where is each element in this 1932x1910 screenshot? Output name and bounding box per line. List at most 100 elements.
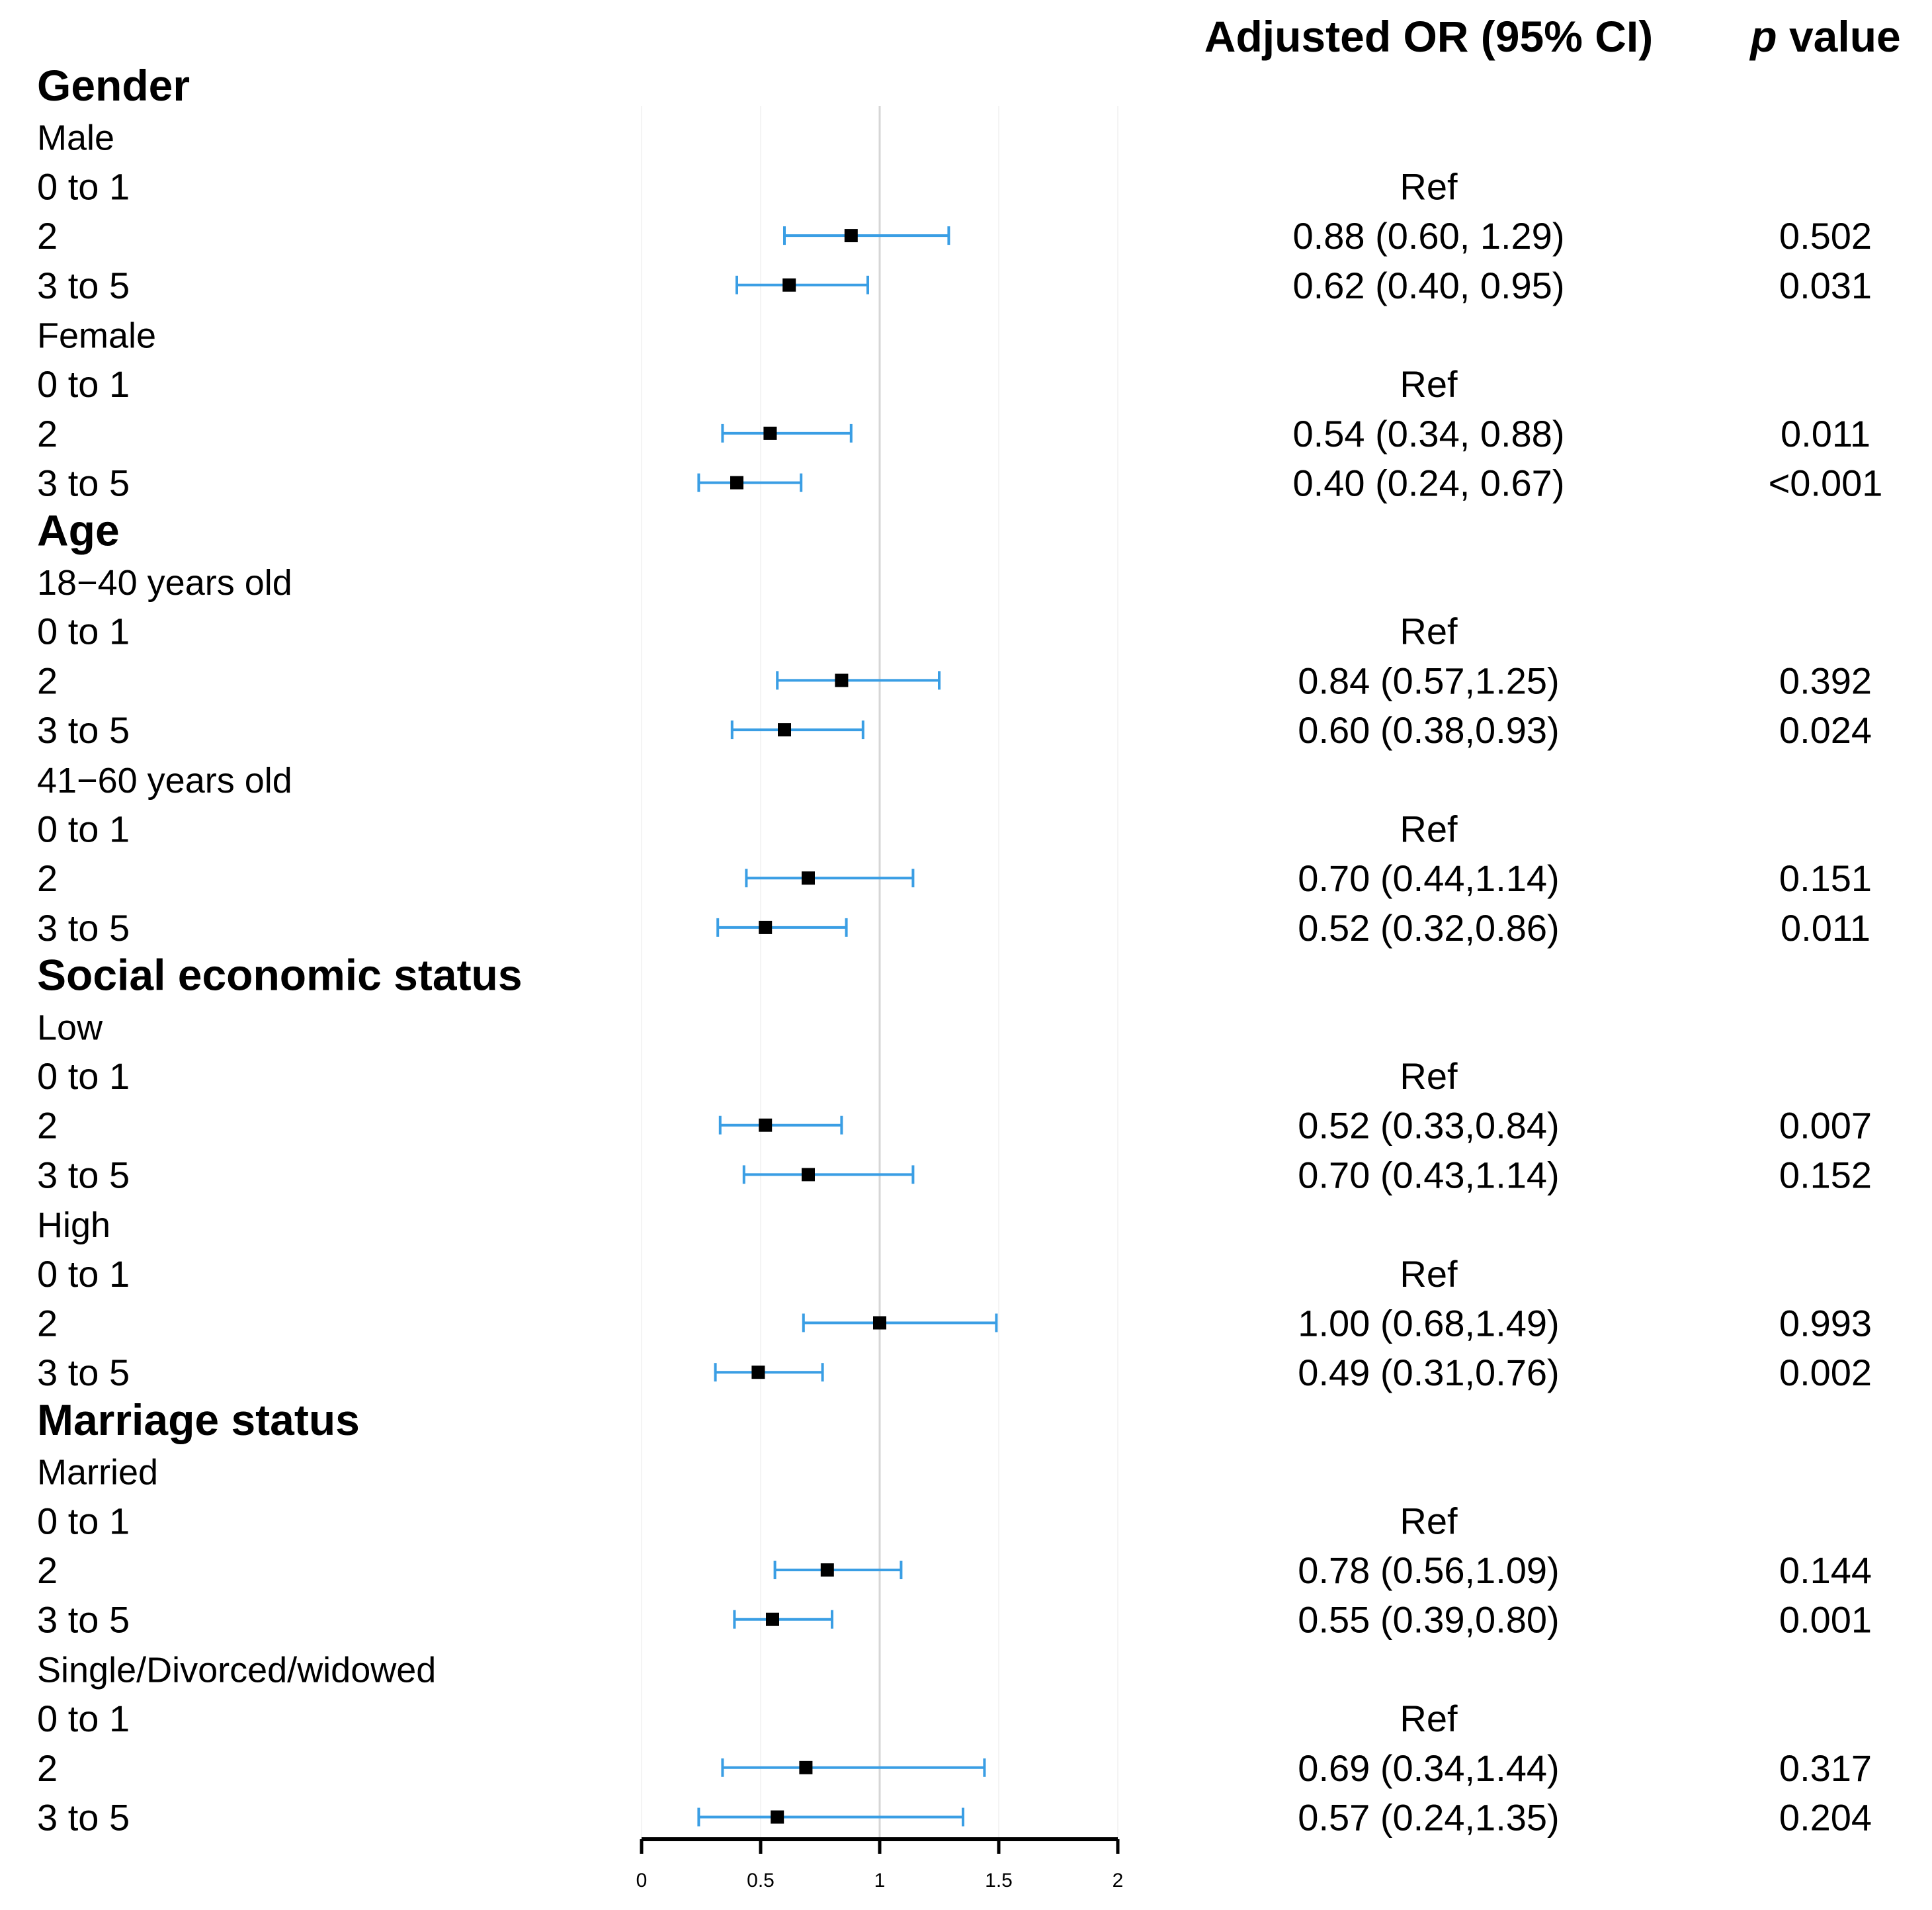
subgroup-label: Married [37, 1453, 158, 1493]
or-point [820, 1563, 834, 1577]
x-tick-label: 0 [636, 1870, 648, 1891]
ci-mark [721, 423, 853, 443]
level-label: 2 [37, 1747, 58, 1789]
or-point [802, 1168, 815, 1182]
subgroup-label: Male [37, 118, 114, 158]
ci-mark [718, 1115, 843, 1135]
p-value-text: <0.001 [1769, 462, 1883, 504]
level-label: 0 to 1 [37, 1055, 130, 1097]
or-point [751, 1366, 765, 1379]
or-ci-text: 0.84 (0.57,1.25) [1298, 660, 1559, 701]
rows-layer: Gender Male 0 to 1 Ref 2 0.88 (0.60, 1.29) 0.5… [37, 61, 1882, 1839]
p-value-text: 0.502 [1779, 215, 1872, 257]
ci-mark [783, 226, 950, 245]
or-ci-text: Ref [1400, 1253, 1458, 1295]
ci-mark [697, 473, 803, 492]
or-ci-text: 0.52 (0.33,0.84) [1298, 1105, 1559, 1147]
ci-mark [697, 1807, 964, 1827]
or-point [782, 278, 796, 292]
or-ci-text: 0.70 (0.44,1.14) [1298, 857, 1559, 899]
or-point [759, 1118, 773, 1132]
or-ci-text: 0.57 (0.24,1.35) [1298, 1797, 1559, 1839]
p-value-text: 0.144 [1779, 1549, 1872, 1591]
or-ci-text: Ref [1400, 363, 1458, 405]
subgroup-label: Low [37, 1008, 103, 1047]
ci-mark [745, 869, 915, 888]
subgroup-label: 18−40 years old [37, 563, 292, 603]
or-point [799, 1760, 813, 1774]
p-value-text: 0.151 [1779, 857, 1872, 899]
level-label: 2 [37, 857, 58, 899]
p-value-text: 0.204 [1779, 1797, 1872, 1839]
or-ci-text: 0.54 (0.34, 0.88) [1293, 413, 1565, 455]
p-value-text: 0.993 [1779, 1303, 1872, 1344]
x-tick-label: 1 [874, 1870, 886, 1891]
p-value-text: 0.152 [1779, 1154, 1872, 1195]
level-label: 0 to 1 [37, 611, 130, 652]
level-label: 0 to 1 [37, 363, 130, 405]
level-label: 3 to 5 [37, 462, 130, 504]
or-ci-text: 0.60 (0.38,0.93) [1298, 709, 1559, 751]
level-label: 2 [37, 1303, 58, 1344]
ci-mark [773, 1561, 903, 1579]
subgroup-label: High [37, 1205, 110, 1245]
p-value-text: 0.024 [1779, 709, 1872, 751]
p-value-text: 0.031 [1779, 265, 1872, 306]
p-value-text: 0.011 [1781, 413, 1870, 455]
or-ci-text: 1.00 (0.68,1.49) [1298, 1303, 1559, 1344]
or-point [730, 476, 743, 490]
or-ci-text: Ref [1400, 1500, 1458, 1541]
x-axis: 0 0.5 1 1.5 2 [636, 1837, 1123, 1891]
or-point [766, 1612, 779, 1626]
level-label: 2 [37, 215, 58, 257]
group-label: Social economic status [37, 951, 523, 1000]
subgroup-label: Single/Divorced/widowed [37, 1650, 436, 1690]
group-label: Gender [37, 61, 190, 110]
x-tick-label: 0.5 [747, 1870, 775, 1891]
ci-mark [742, 1165, 915, 1184]
or-ci-text: Ref [1400, 611, 1458, 652]
or-ci-text: 0.69 (0.34,1.44) [1298, 1747, 1559, 1789]
subgroup-label: 41−60 years old [37, 761, 292, 801]
or-ci-text: 0.62 (0.40, 0.95) [1293, 265, 1565, 306]
p-value-text: 0.002 [1779, 1352, 1872, 1393]
or-ci-text: Ref [1400, 1055, 1458, 1097]
level-label: 0 to 1 [37, 1500, 130, 1541]
level-label: 3 to 5 [37, 1599, 130, 1641]
or-ci-text: Ref [1400, 165, 1458, 207]
or-column-header: Adjusted OR (95% CI) [1204, 12, 1653, 61]
x-tick-label: 1.5 [985, 1870, 1013, 1891]
or-point [802, 871, 815, 885]
group-label: Age [37, 505, 120, 554]
or-point [759, 920, 773, 934]
ci-mark [721, 1758, 986, 1777]
ci-mark [733, 1610, 833, 1629]
ci-mark [776, 671, 941, 690]
ci-mark [802, 1313, 998, 1332]
level-label: 3 to 5 [37, 1154, 130, 1195]
level-label: 0 to 1 [37, 1253, 130, 1295]
group-label: Marriage status [37, 1395, 360, 1444]
or-ci-text: 0.55 (0.39,0.80) [1298, 1599, 1559, 1641]
ci-mark [714, 1363, 824, 1382]
level-label: 0 to 1 [37, 165, 130, 207]
or-ci-text: 0.40 (0.24, 0.67) [1293, 462, 1565, 504]
level-label: 2 [37, 660, 58, 701]
or-ci-text: Ref [1400, 808, 1458, 850]
ci-mark [716, 918, 848, 937]
ci-mark [730, 720, 864, 740]
p-value-text: 0.392 [1779, 660, 1872, 701]
or-point [778, 723, 791, 737]
level-label: 0 to 1 [37, 1698, 130, 1739]
level-label: 3 to 5 [37, 709, 130, 751]
p-value-text: 0.011 [1781, 907, 1870, 949]
level-label: 0 to 1 [37, 808, 130, 850]
level-label: 3 to 5 [37, 907, 130, 949]
level-label: 3 to 5 [37, 1352, 130, 1393]
or-ci-text: Ref [1400, 1698, 1458, 1739]
p-value-column-header: p value [1749, 12, 1900, 61]
level-label: 3 to 5 [37, 1797, 130, 1839]
level-label: 2 [37, 413, 58, 455]
level-label: 2 [37, 1105, 58, 1147]
